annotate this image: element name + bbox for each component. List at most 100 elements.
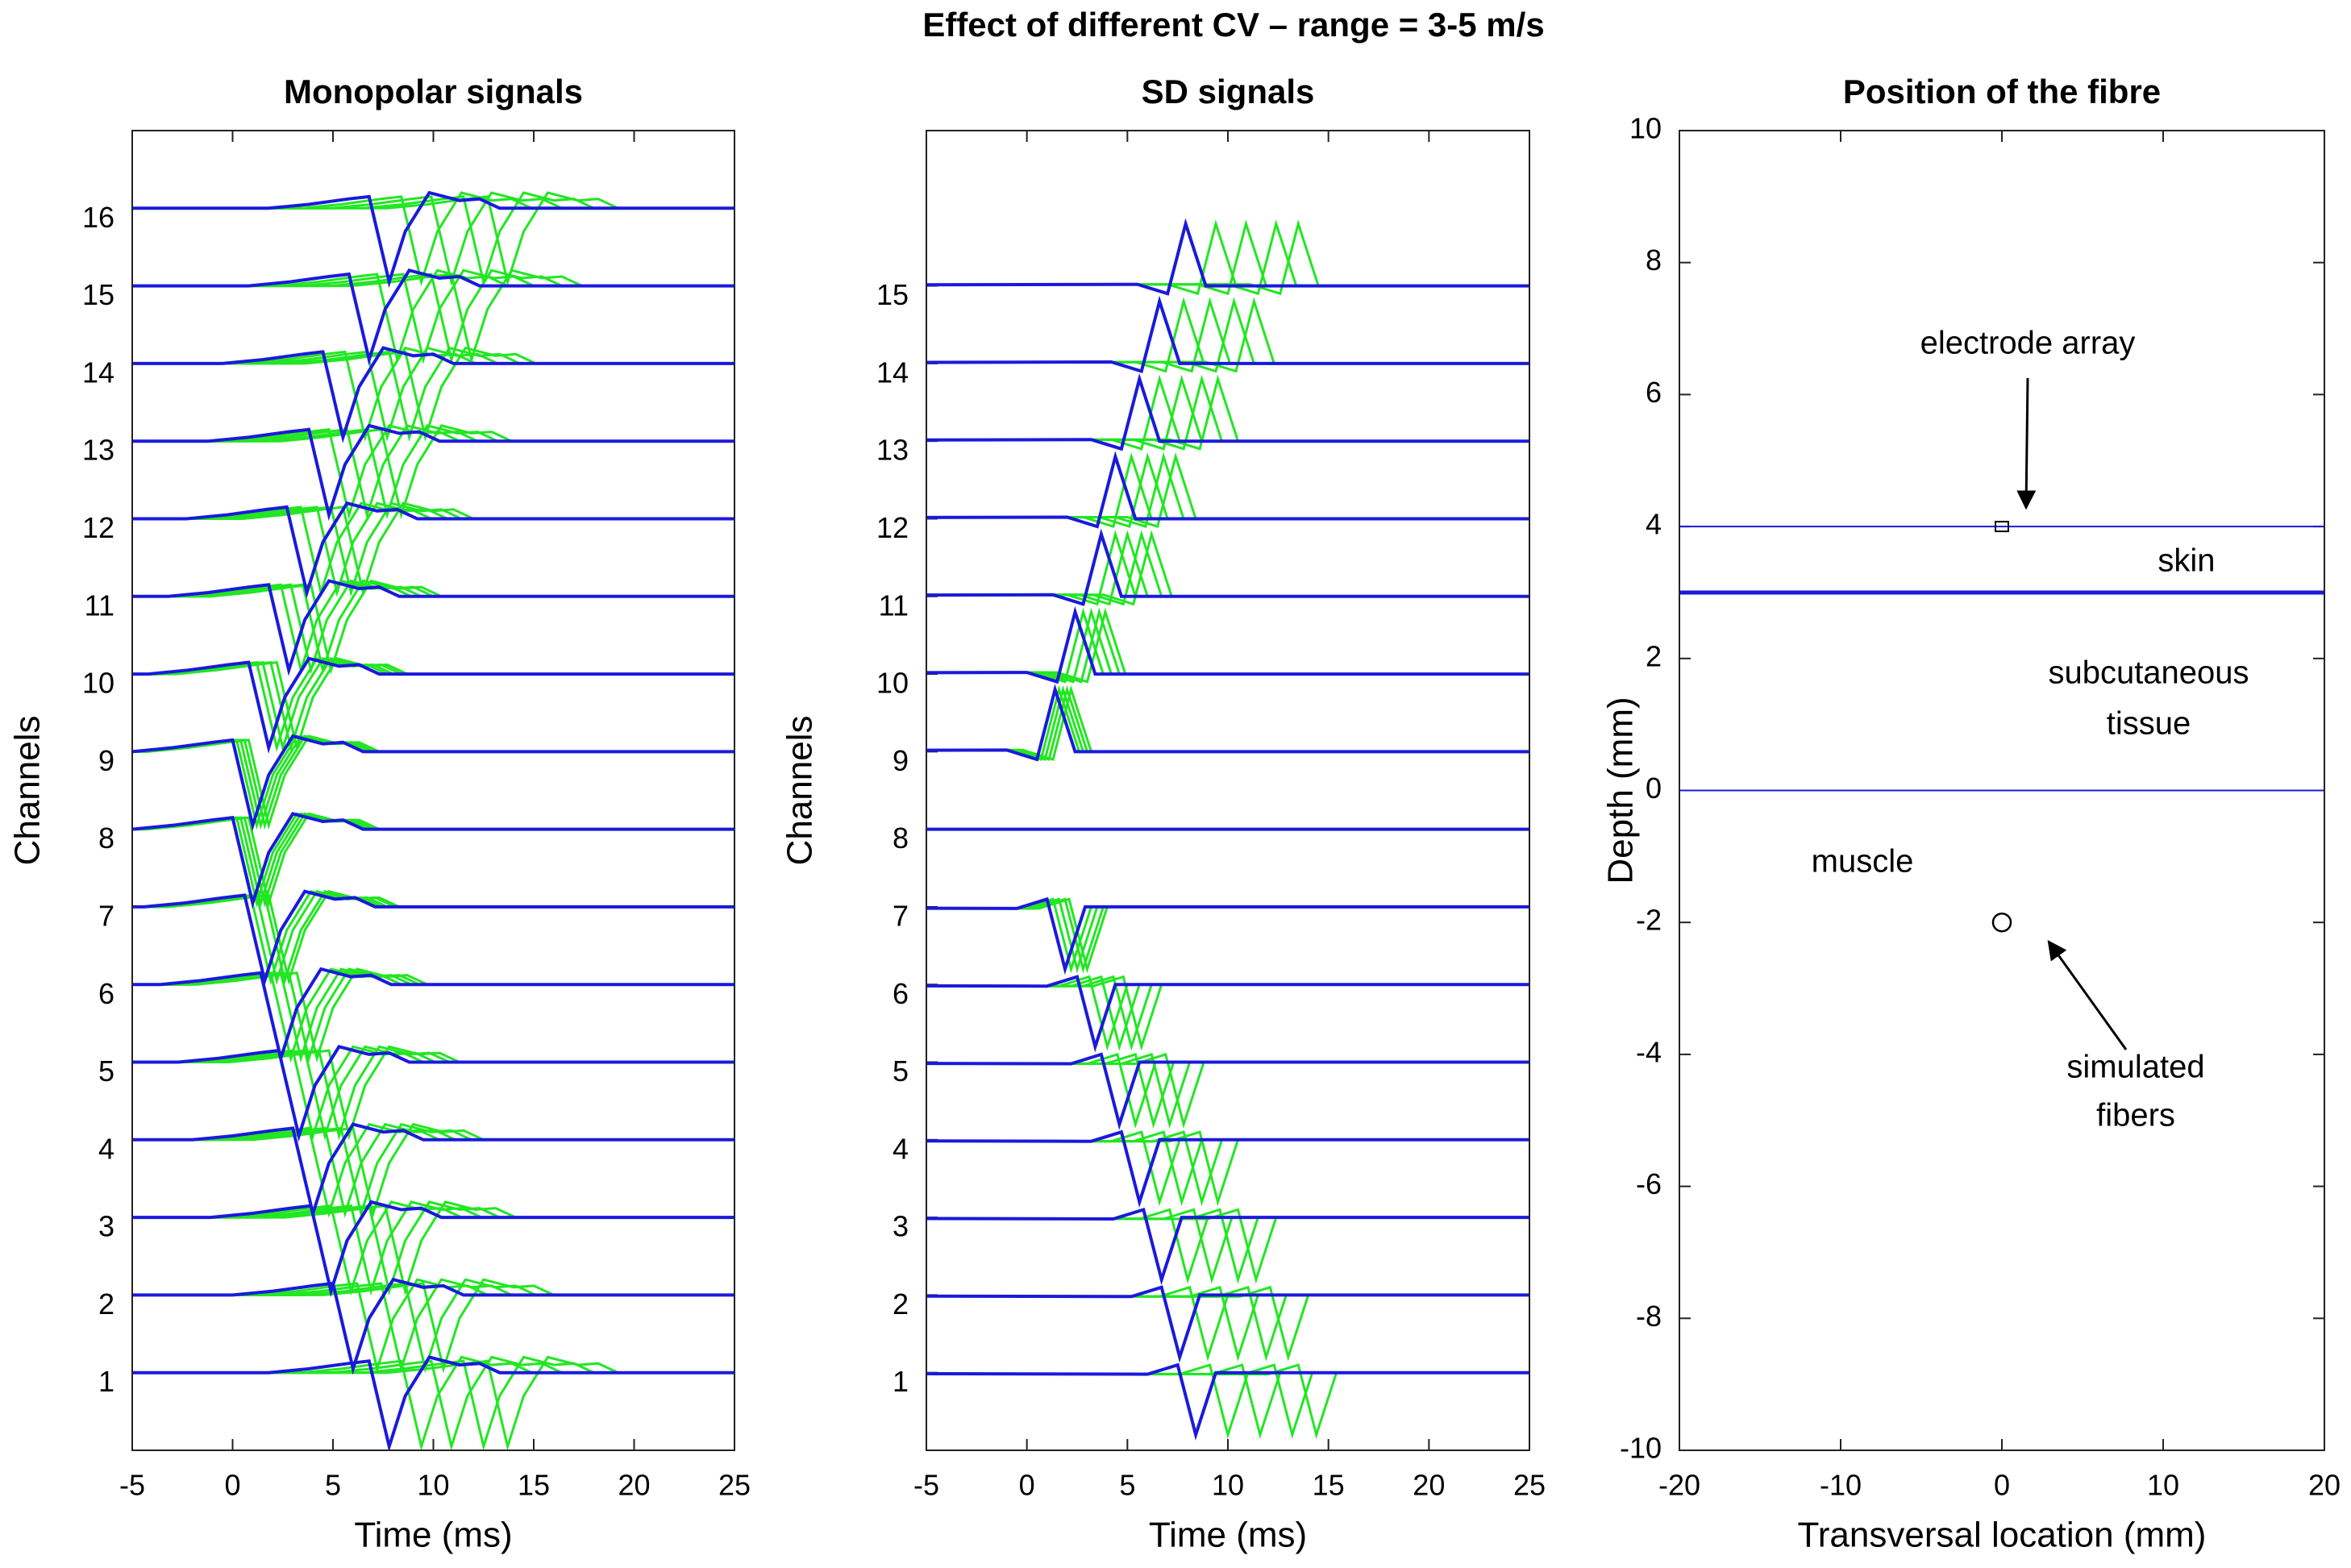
signal-trace bbox=[132, 1122, 734, 1220]
x-tick-label: 10 bbox=[417, 1469, 449, 1502]
signal-trace bbox=[132, 967, 734, 1065]
x-axis-label: Time (ms) bbox=[1149, 1516, 1307, 1555]
y-tick-label: 9 bbox=[893, 744, 909, 777]
x-tick-label: 5 bbox=[325, 1469, 341, 1502]
signal-trace bbox=[132, 191, 734, 287]
signal-trace bbox=[132, 579, 734, 676]
y-tick-label: 8 bbox=[1646, 243, 1662, 277]
y-tick-label: 7 bbox=[893, 899, 909, 932]
y-tick-label: 2 bbox=[1646, 639, 1662, 672]
signal-trace bbox=[132, 579, 734, 675]
signal-trace bbox=[132, 1200, 734, 1296]
signal-trace bbox=[926, 1285, 1529, 1363]
signal-trace bbox=[132, 1277, 734, 1375]
signal-trace bbox=[926, 1129, 1529, 1208]
y-tick-label: 10 bbox=[1629, 112, 1662, 145]
signal-trace bbox=[132, 1355, 734, 1450]
signal-trace bbox=[926, 297, 1529, 373]
x-tick-label: -5 bbox=[913, 1469, 939, 1502]
annotation: muscle bbox=[1812, 844, 1914, 880]
y-tick-label: 14 bbox=[82, 356, 114, 389]
x-tick-label: 15 bbox=[518, 1469, 550, 1502]
y-tick-label: 7 bbox=[98, 899, 114, 932]
y-tick-label: -4 bbox=[1636, 1035, 1662, 1068]
panel: Monopolar signals Time (ms) Channels -5 0 5 10… bbox=[8, 73, 751, 1555]
signal-trace bbox=[132, 1122, 734, 1218]
y-tick-label: 4 bbox=[1646, 508, 1662, 541]
signal-trace bbox=[132, 268, 734, 364]
y-axis-label: Channels bbox=[8, 716, 48, 866]
signal-trace bbox=[132, 1278, 734, 1374]
y-tick-label: 15 bbox=[876, 278, 909, 311]
y-tick-label: 1 bbox=[893, 1365, 909, 1398]
x-tick-label: -20 bbox=[1658, 1469, 1700, 1502]
y-tick-label: 2 bbox=[893, 1287, 909, 1321]
signal-trace bbox=[132, 268, 734, 364]
y-tick-label: 10 bbox=[876, 667, 909, 700]
signal-trace bbox=[132, 812, 734, 909]
x-tick-label: 10 bbox=[1212, 1469, 1244, 1502]
y-tick-label: 5 bbox=[98, 1054, 114, 1088]
x-tick-label: 5 bbox=[1119, 1469, 1135, 1502]
signal-trace bbox=[926, 1208, 1529, 1284]
signal-trace bbox=[132, 734, 734, 832]
y-tick-label: 3 bbox=[893, 1210, 909, 1243]
panel: Position of the fibre Transversal locatio… bbox=[1601, 73, 2341, 1555]
signal-trace bbox=[132, 1200, 734, 1296]
signal-trace bbox=[132, 346, 734, 443]
y-tick-label: 10 bbox=[82, 667, 114, 700]
signal-trace bbox=[132, 424, 734, 520]
y-tick-label: 15 bbox=[82, 278, 114, 311]
x-tick-label: 20 bbox=[618, 1469, 650, 1502]
signal-trace bbox=[132, 346, 734, 443]
signal-trace bbox=[132, 967, 734, 1063]
signal-trace bbox=[926, 1363, 1529, 1440]
signal-trace bbox=[132, 424, 734, 520]
signal-trace bbox=[926, 528, 1529, 606]
signal-trace bbox=[132, 1044, 734, 1142]
signal-trace bbox=[132, 501, 734, 597]
y-tick-label: 0 bbox=[1646, 772, 1662, 805]
y-tick-label: -10 bbox=[1620, 1432, 1662, 1465]
axes-frame bbox=[1679, 130, 2325, 1451]
signal-trace bbox=[926, 219, 1529, 296]
plot-area bbox=[132, 190, 734, 1450]
signal-trace bbox=[926, 1363, 1529, 1440]
arrow bbox=[2016, 377, 2037, 510]
signal-trace bbox=[926, 896, 1529, 975]
signal-trace bbox=[926, 297, 1529, 373]
signal-trace bbox=[132, 268, 734, 364]
signal-trace bbox=[926, 219, 1529, 296]
signal-trace bbox=[132, 346, 734, 443]
electrode bbox=[1995, 521, 2009, 533]
signal-trace bbox=[132, 1200, 734, 1296]
signal-trace bbox=[926, 295, 1529, 374]
signal-trace bbox=[132, 1122, 734, 1218]
signal-trace bbox=[132, 1045, 734, 1141]
signal-trace bbox=[132, 1045, 734, 1141]
y-tick-label: 8 bbox=[98, 821, 114, 855]
signal-trace bbox=[926, 1363, 1529, 1440]
signal-trace bbox=[132, 1278, 734, 1374]
annotation: fibers bbox=[2096, 1098, 2175, 1133]
signal-trace bbox=[132, 1045, 734, 1141]
plot-area bbox=[1679, 521, 2324, 933]
y-tick-label: 16 bbox=[82, 201, 114, 234]
y-tick-label: -2 bbox=[1636, 904, 1662, 937]
signal-trace bbox=[926, 1285, 1529, 1362]
signal-trace bbox=[132, 1278, 734, 1374]
signal-trace bbox=[926, 975, 1529, 1053]
x-tick-label: 15 bbox=[1313, 1469, 1345, 1502]
x-tick-label: 20 bbox=[1413, 1469, 1445, 1502]
signal-trace bbox=[132, 346, 734, 443]
signal-trace bbox=[132, 424, 734, 520]
y-tick-label: 4 bbox=[893, 1132, 909, 1165]
signal-trace bbox=[926, 530, 1529, 606]
signal-trace bbox=[926, 1207, 1529, 1286]
annotation: electrode array bbox=[1920, 326, 2136, 361]
signal-trace bbox=[926, 1053, 1529, 1129]
y-axis-label: Channels bbox=[780, 716, 820, 866]
y-tick-label: 11 bbox=[85, 589, 114, 622]
signal-trace bbox=[132, 656, 734, 755]
